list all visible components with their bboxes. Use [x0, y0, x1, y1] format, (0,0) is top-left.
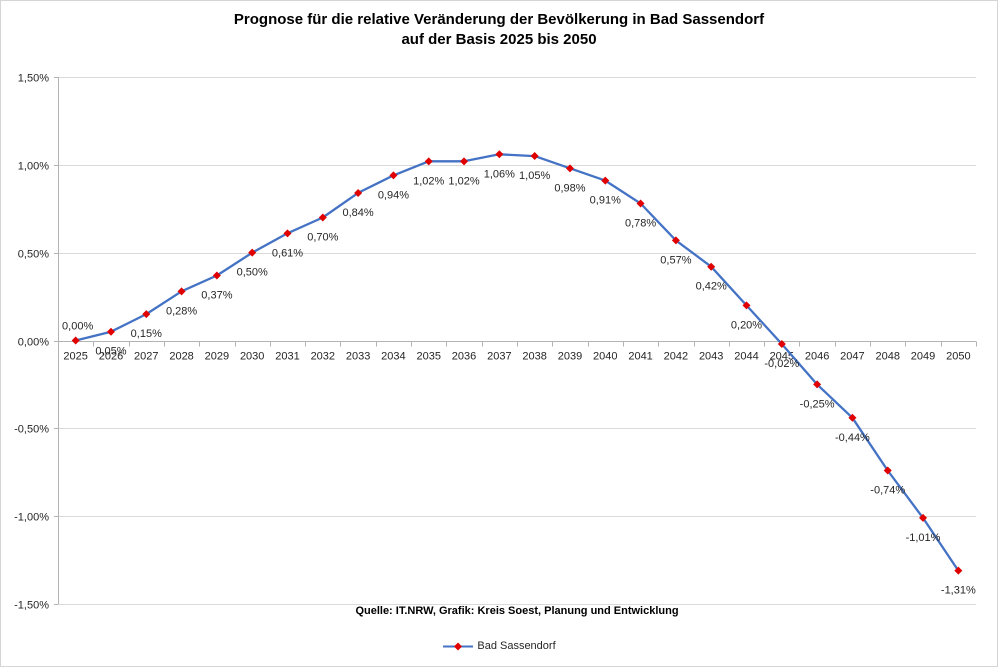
data-point-label: -0,02% [764, 358, 799, 370]
y-tick-label: 1,50% [18, 73, 49, 85]
data-point-marker [460, 157, 469, 166]
data-point-label: 0,15% [131, 328, 162, 340]
x-tick-label: 2036 [452, 351, 476, 363]
data-point-marker [212, 271, 221, 280]
y-tick-label: 1,00% [18, 161, 49, 173]
x-tick-label: 2049 [911, 351, 935, 363]
data-point-marker [248, 248, 257, 257]
data-point-label: 0,78% [625, 217, 656, 229]
y-tick-label: -1,00% [14, 512, 49, 524]
x-tick-label: 2045 [770, 351, 794, 363]
x-tick-label: 2044 [734, 351, 758, 363]
x-tick-label: 2037 [487, 351, 511, 363]
x-tick-label: 2030 [240, 351, 264, 363]
y-tick-label: -0,50% [14, 424, 49, 436]
chart-legend: Bad Sassendorf [1, 640, 997, 652]
data-point-marker [565, 164, 574, 173]
data-point-marker [636, 199, 645, 208]
x-tick-label: 2040 [593, 351, 617, 363]
data-point-marker [495, 150, 504, 159]
data-point-label: 0,91% [590, 195, 621, 207]
data-point-label: -1,31% [941, 585, 976, 597]
data-point-marker [354, 188, 363, 197]
data-point-marker [813, 380, 822, 389]
data-point-label: -0,74% [870, 484, 905, 496]
data-point-marker [777, 340, 786, 349]
data-point-label: 0,20% [731, 319, 762, 331]
x-tick-label: 2034 [381, 351, 405, 363]
data-point-marker [919, 513, 928, 522]
y-tick-label: 0,00% [18, 337, 49, 349]
data-point-label: 0,28% [166, 305, 197, 317]
data-point-marker [707, 262, 716, 271]
data-point-label: 0,57% [660, 254, 691, 266]
x-tick-label: 2048 [875, 351, 899, 363]
data-point-label: 0,70% [307, 232, 338, 244]
chart-title-line1: Prognose für die relative Veränderung de… [233, 11, 765, 28]
x-tick-label: 2025 [63, 351, 87, 363]
data-point-marker [318, 213, 327, 222]
data-point-label: 1,02% [448, 175, 479, 187]
data-point-label: -0,25% [800, 398, 835, 410]
x-tick-label: 2033 [346, 351, 370, 363]
data-point-marker [883, 466, 892, 475]
data-point-marker [530, 152, 539, 161]
data-point-marker [142, 310, 151, 319]
x-tick-label: 2027 [134, 351, 158, 363]
x-tick-label: 2032 [311, 351, 335, 363]
data-point-marker [742, 301, 751, 310]
data-point-label: 1,05% [519, 170, 550, 182]
x-tick-label: 2038 [522, 351, 546, 363]
data-point-marker [601, 176, 610, 185]
data-point-marker [177, 287, 186, 296]
x-tick-label: 2046 [805, 351, 829, 363]
data-point-label: 0,50% [237, 267, 268, 279]
x-tick-label: 2043 [699, 351, 723, 363]
data-point-label: -0,44% [835, 432, 870, 444]
data-point-label: 0,98% [554, 182, 585, 194]
x-tick-label: 2029 [205, 351, 229, 363]
source-note: Quelle: IT.NRW, Grafik: Kreis Soest, Pla… [355, 605, 679, 617]
y-tick-label: -1,50% [14, 600, 49, 612]
legend-series-label: Bad Sassendorf [477, 640, 556, 652]
x-tick-label: 2026 [99, 351, 123, 363]
x-tick-label: 2035 [416, 351, 440, 363]
x-tick-label: 2047 [840, 351, 864, 363]
data-point-marker [424, 157, 433, 166]
data-point-marker [71, 336, 80, 345]
data-point-label: 0,42% [696, 281, 727, 293]
x-tick-label: 2031 [275, 351, 299, 363]
x-tick-label: 2039 [558, 351, 582, 363]
data-point-label: 1,06% [484, 168, 515, 180]
x-tick-label: 2041 [628, 351, 652, 363]
data-point-label: 0,00% [62, 321, 93, 333]
chart-title: Prognose für die relative Veränderung de… [1, 10, 997, 51]
data-point-label: 0,84% [343, 207, 374, 219]
data-point-label: 0,05% [95, 346, 126, 358]
data-point-label: -1,01% [906, 532, 941, 544]
data-point-label: 0,94% [378, 189, 409, 201]
data-point-marker [106, 327, 115, 336]
chart-title-line2: auf der Basis 2025 bis 2050 [401, 31, 597, 49]
series-line [75, 153, 960, 572]
legend-marker-icon [443, 642, 474, 650]
data-point-marker [389, 171, 398, 180]
data-point-marker [671, 236, 680, 245]
data-point-marker [283, 229, 292, 238]
data-point-marker [848, 413, 857, 422]
y-tick-label: 0,50% [18, 249, 49, 261]
data-point-marker [954, 566, 963, 575]
x-tick-label: 2050 [946, 351, 970, 363]
data-point-label: 0,61% [272, 247, 303, 259]
data-point-label: 0,37% [201, 290, 232, 302]
x-tick-label: 2028 [169, 351, 193, 363]
x-tick-label: 2042 [664, 351, 688, 363]
data-point-label: 1,02% [413, 175, 444, 187]
